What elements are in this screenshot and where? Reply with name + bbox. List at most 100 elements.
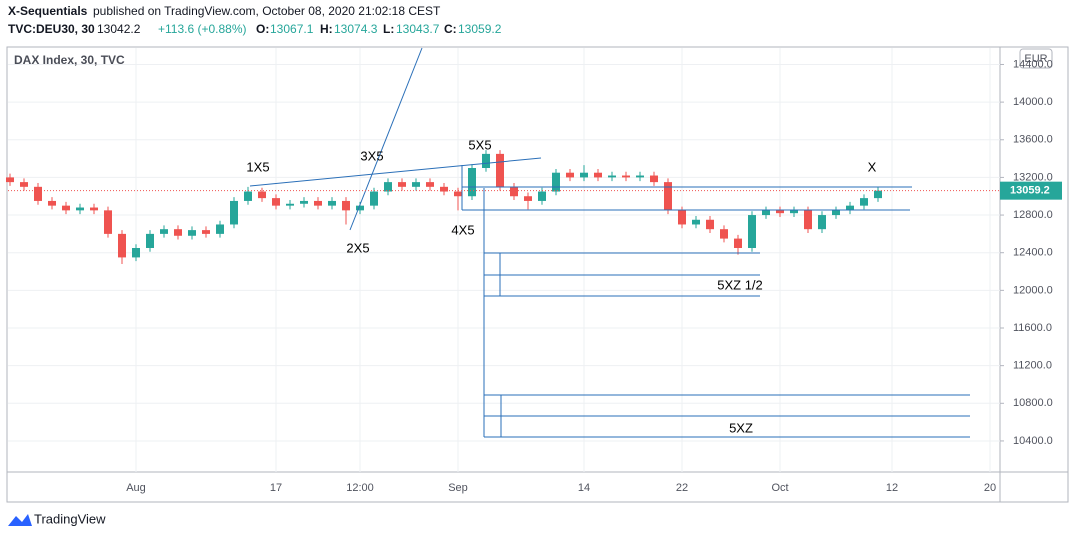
candle-body xyxy=(34,186,42,201)
candle-body xyxy=(188,230,196,236)
annotation: 2X5 xyxy=(346,240,369,255)
y-tick-label: 13200.0 xyxy=(1013,171,1053,183)
candle-body xyxy=(454,191,462,197)
candle-body xyxy=(636,175,644,178)
y-tick-label: 14400.0 xyxy=(1013,58,1053,70)
candle-body xyxy=(258,191,266,199)
candle-body xyxy=(622,175,630,178)
currency[interactable]: EUR xyxy=(1024,53,1047,65)
last-price-tag xyxy=(1000,181,1062,200)
candle-body xyxy=(818,215,826,230)
candle-body xyxy=(244,191,252,201)
footer-logo xyxy=(8,514,32,526)
candle-body xyxy=(720,229,728,239)
high-value: 13074.3 xyxy=(334,22,378,36)
candle-body xyxy=(300,200,308,204)
footer: TradingView xyxy=(34,511,106,526)
open-value: 13067.1 xyxy=(270,22,314,36)
x-tick-label: Aug xyxy=(126,482,146,494)
candle-body xyxy=(552,172,560,192)
low-value: 13043.7 xyxy=(396,22,440,36)
candle-body xyxy=(356,205,364,211)
candle-body xyxy=(860,198,868,206)
annotation: 4X5 xyxy=(451,222,474,237)
candle-body xyxy=(608,175,616,178)
drawings xyxy=(249,47,970,438)
annotation: 3X5 xyxy=(360,148,383,163)
candle-body xyxy=(342,200,350,211)
candle-body xyxy=(398,182,406,187)
close-value: 13059.2 xyxy=(458,22,502,36)
close-label: C: xyxy=(444,22,457,36)
candle-body xyxy=(594,172,602,178)
candle-body xyxy=(566,172,574,178)
candle-body xyxy=(426,182,434,187)
header-change: +113.6 (+0.88%) xyxy=(158,22,247,36)
y-tick-label: 13600.0 xyxy=(1013,134,1053,146)
currency-box[interactable] xyxy=(1019,48,1053,69)
candle-body xyxy=(496,153,504,187)
candle-body xyxy=(202,230,210,234)
x-tick-label: Sep xyxy=(448,482,468,494)
candle-body xyxy=(370,191,378,206)
candle-body xyxy=(76,207,84,211)
header-last: 13042.2 xyxy=(97,22,141,36)
annotation: 5XZ 1/2 xyxy=(717,277,763,292)
x-tick-label: 20 xyxy=(984,482,996,494)
candle-body xyxy=(412,182,420,187)
candle-body xyxy=(762,210,770,216)
x-tick-label: 22 xyxy=(676,482,688,494)
y-tick-label: 11200.0 xyxy=(1013,360,1052,372)
y-tick-label: 14000.0 xyxy=(1013,96,1053,108)
header-symbol: TVC:DEU30, 30 xyxy=(8,22,95,36)
candle-body xyxy=(776,210,784,214)
y-tick-label: 10800.0 xyxy=(1013,397,1053,409)
y-tick-label: 12000.0 xyxy=(1013,284,1053,296)
candle-body xyxy=(468,168,476,197)
candle-body xyxy=(132,248,140,258)
candle-body xyxy=(538,191,546,201)
y-tick-label: 11600.0 xyxy=(1013,322,1052,334)
x-tick-label: 17 xyxy=(270,482,282,494)
candle-body xyxy=(20,182,28,187)
candle-body xyxy=(748,215,756,248)
candle-body xyxy=(804,210,812,230)
candle-body xyxy=(580,172,588,178)
candle-body xyxy=(62,205,70,211)
candle-body xyxy=(146,233,154,248)
annotation: 5X5 xyxy=(468,137,491,152)
candle-body xyxy=(734,238,742,248)
candle-body xyxy=(90,207,98,211)
candle-body xyxy=(440,186,448,192)
candle-body xyxy=(314,200,322,206)
candle-body xyxy=(230,200,238,225)
candle-body xyxy=(118,233,126,258)
candle-body xyxy=(524,196,532,201)
candle-body xyxy=(174,229,182,236)
candle-body xyxy=(846,205,854,211)
candle-body xyxy=(272,198,280,206)
x-tick-label: Oct xyxy=(771,482,788,494)
y-tick-label: 12400.0 xyxy=(1013,247,1053,259)
candle-body xyxy=(664,182,672,211)
y-tick-label: 10400.0 xyxy=(1013,435,1053,447)
legend-text: DAX Index, 30, TVC xyxy=(14,53,125,67)
candle-body xyxy=(650,175,658,183)
open-label: O: xyxy=(256,22,269,36)
low-label: L: xyxy=(383,22,394,36)
y-tick-label: 12800.0 xyxy=(1013,209,1053,221)
last-price-label: 13059.2 xyxy=(1010,185,1050,197)
candle-body xyxy=(874,190,882,199)
high-label: H: xyxy=(320,22,333,36)
annotation: X xyxy=(868,159,877,174)
frame xyxy=(6,46,1069,503)
candle-body xyxy=(678,210,686,225)
candle-body xyxy=(706,219,714,230)
x-tick-label: 12 xyxy=(886,482,898,494)
candle-body xyxy=(510,186,518,197)
header-published: published on TradingView.com, October 08… xyxy=(93,4,441,18)
candle-body xyxy=(286,203,294,206)
candle-body xyxy=(692,219,700,225)
candle-body xyxy=(104,210,112,234)
